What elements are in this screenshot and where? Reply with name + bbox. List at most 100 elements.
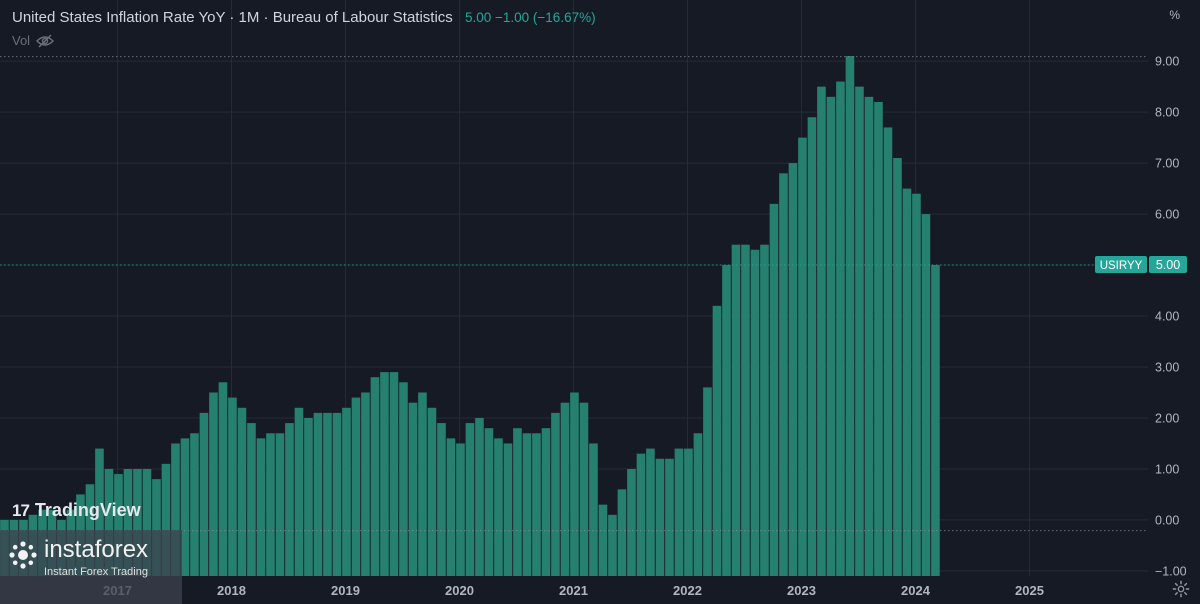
chart-legend[interactable]: United States Inflation Rate YoY · 1M · … bbox=[12, 9, 596, 26]
bar bbox=[551, 412, 560, 576]
bar bbox=[798, 137, 807, 576]
bar bbox=[712, 305, 722, 576]
price-tag: USIRYY 5.00 bbox=[1095, 256, 1187, 274]
instaforex-logo-icon bbox=[9, 541, 37, 569]
last-value-tag bbox=[1149, 256, 1187, 274]
bar bbox=[256, 438, 266, 576]
y-tick-label: 8.00 bbox=[1155, 106, 1179, 120]
bar bbox=[674, 448, 684, 576]
volume-legend[interactable]: Vol bbox=[12, 33, 55, 48]
bar bbox=[418, 392, 427, 576]
bar bbox=[456, 443, 465, 576]
legend-values: 5.00 −1.00 (−16.67%) bbox=[464, 10, 596, 25]
gear-icon[interactable] bbox=[1172, 580, 1190, 598]
bar bbox=[389, 372, 399, 576]
bar bbox=[855, 86, 864, 577]
bar bbox=[171, 443, 180, 576]
instaforex-watermark: 17 TradingView instaforex Instant Forex … bbox=[0, 500, 182, 604]
bar bbox=[199, 412, 209, 576]
bar bbox=[494, 438, 503, 576]
bar bbox=[845, 56, 855, 576]
bar bbox=[190, 433, 199, 576]
bar bbox=[646, 448, 655, 576]
bar bbox=[731, 244, 741, 577]
bar bbox=[703, 387, 712, 576]
bar bbox=[218, 382, 228, 576]
unit-label: % bbox=[1169, 8, 1180, 22]
bar bbox=[769, 203, 779, 576]
x-tick-label: 2018 bbox=[217, 583, 246, 598]
bar bbox=[465, 423, 475, 576]
y-tick-label: 3.00 bbox=[1155, 361, 1179, 375]
y-tick-label: −1.00 bbox=[1155, 564, 1187, 578]
bar bbox=[655, 458, 665, 576]
x-tick-label: 2025 bbox=[1015, 583, 1044, 598]
x-tick-label: 2024 bbox=[901, 583, 931, 598]
bar bbox=[617, 489, 627, 576]
bar bbox=[722, 265, 731, 576]
tradingview-logo-icon: 17 bbox=[12, 500, 30, 520]
bar bbox=[275, 433, 285, 576]
y-tick-label: 0.00 bbox=[1155, 513, 1179, 527]
bar bbox=[931, 265, 940, 576]
bar bbox=[779, 173, 788, 576]
bar bbox=[104, 468, 114, 576]
bar bbox=[437, 423, 446, 576]
bar bbox=[408, 402, 418, 576]
bar bbox=[247, 423, 256, 576]
bar bbox=[209, 392, 218, 576]
bar bbox=[503, 443, 513, 576]
bar bbox=[513, 428, 522, 576]
y-tick-label: 7.00 bbox=[1155, 157, 1179, 171]
bar bbox=[750, 249, 760, 576]
bar bbox=[912, 193, 921, 576]
bar bbox=[874, 101, 883, 576]
bar bbox=[142, 468, 152, 576]
bar bbox=[228, 397, 237, 576]
bar bbox=[266, 433, 275, 576]
bar bbox=[304, 417, 313, 576]
y-tick-label: 1.00 bbox=[1155, 462, 1179, 476]
eye-off-icon[interactable] bbox=[36, 34, 55, 48]
bar bbox=[133, 468, 142, 576]
bar bbox=[836, 81, 845, 576]
bar bbox=[684, 448, 693, 576]
bar bbox=[608, 514, 617, 576]
bar bbox=[921, 214, 931, 576]
bar bbox=[560, 402, 570, 576]
tradingview-wordmark: TradingView bbox=[34, 500, 141, 520]
bar bbox=[627, 468, 636, 576]
bar bbox=[541, 428, 551, 576]
bar bbox=[484, 428, 494, 576]
bar bbox=[826, 96, 836, 576]
axes: 9.00 8.00 7.00 6.00 5.00 4.00 3.00 2.00 1.00 0.00… bbox=[103, 55, 1187, 598]
y-tick-label: 6.00 bbox=[1155, 208, 1179, 222]
bar bbox=[152, 479, 161, 576]
symbol-tag bbox=[1095, 256, 1147, 274]
bar bbox=[332, 412, 342, 576]
x-tick-label: 2023 bbox=[787, 583, 816, 598]
bar bbox=[665, 458, 674, 576]
vol-label: Vol bbox=[12, 33, 31, 48]
bar bbox=[883, 127, 893, 577]
chart-title: United States Inflation Rate YoY · 1M · … bbox=[12, 9, 453, 26]
bar bbox=[864, 96, 874, 576]
bar bbox=[370, 377, 380, 576]
bar bbox=[741, 244, 750, 577]
bar bbox=[380, 372, 389, 576]
y-tick-label: 2.00 bbox=[1155, 411, 1179, 425]
bar bbox=[532, 433, 541, 576]
y-tick-label: 4.00 bbox=[1155, 310, 1179, 324]
bar bbox=[902, 188, 912, 576]
x-tick-label: 2019 bbox=[331, 583, 360, 598]
bar bbox=[522, 433, 532, 576]
bar bbox=[161, 463, 171, 576]
bar bbox=[237, 407, 247, 576]
bar bbox=[570, 392, 579, 576]
bar bbox=[361, 392, 370, 576]
tradingview-logo: 17 TradingView bbox=[12, 500, 141, 521]
bar bbox=[427, 407, 437, 576]
x-tick-label: 2020 bbox=[445, 583, 474, 598]
bar bbox=[475, 417, 484, 576]
